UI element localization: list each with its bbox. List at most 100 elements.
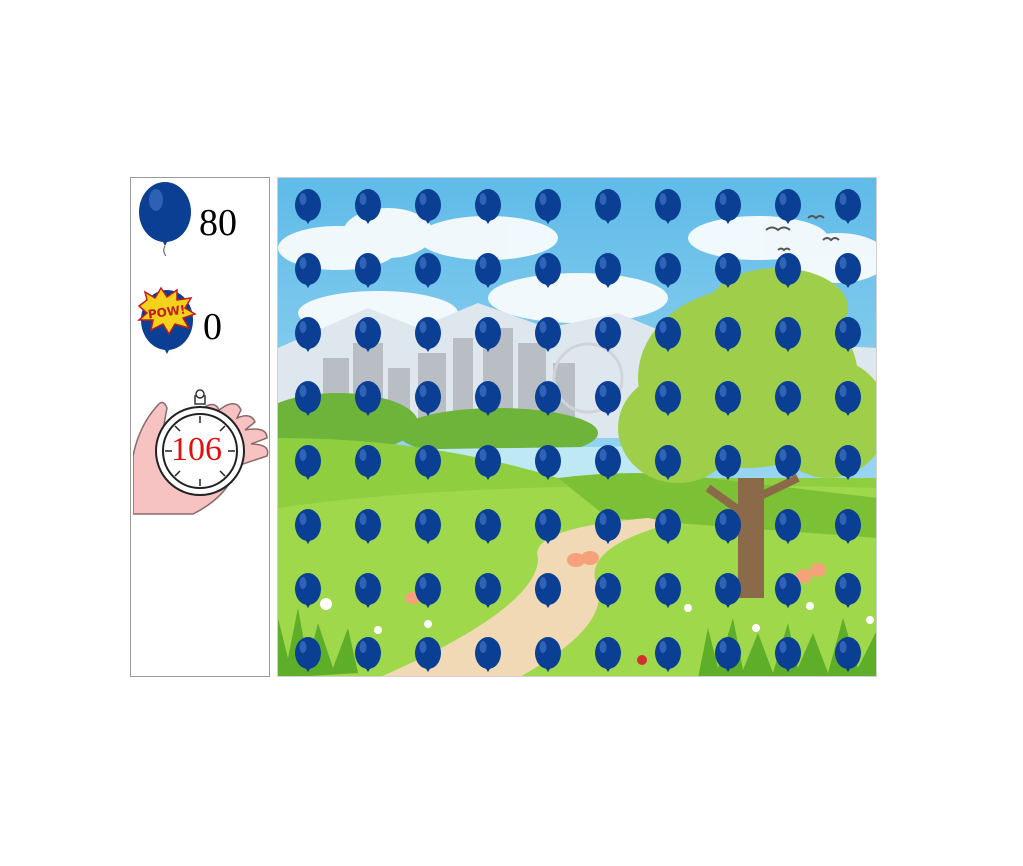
balloon-r3-c6[interactable] — [591, 316, 625, 360]
balloon-r5-c1[interactable] — [291, 444, 325, 488]
balloon-r8-c1[interactable] — [291, 636, 325, 676]
balloon-r6-c6[interactable] — [591, 508, 625, 552]
balloon-icon — [355, 189, 381, 224]
balloon-r8-c4[interactable] — [471, 636, 505, 676]
balloon-r7-c5[interactable] — [531, 572, 565, 616]
balloon-icon — [535, 189, 561, 224]
balloon-r1-c9[interactable] — [771, 188, 805, 232]
balloon-r1-c6[interactable] — [591, 188, 625, 232]
balloon-r6-c2[interactable] — [351, 508, 385, 552]
balloon-r7-c3[interactable] — [411, 572, 445, 616]
balloon-r1-c3[interactable] — [411, 188, 445, 232]
balloon-icon — [835, 381, 861, 416]
balloon-r1-c8[interactable] — [711, 188, 745, 232]
balloon-r8-c5[interactable] — [531, 636, 565, 676]
balloon-icon — [415, 189, 441, 224]
balloon-r2-c1[interactable] — [291, 252, 325, 296]
balloon-r7-c10[interactable] — [831, 572, 865, 616]
balloon-r2-c8[interactable] — [711, 252, 745, 296]
balloon-r7-c4[interactable] — [471, 572, 505, 616]
balloon-r5-c2[interactable] — [351, 444, 385, 488]
balloon-r6-c7[interactable] — [651, 508, 685, 552]
balloon-icon — [535, 509, 561, 544]
balloon-r5-c4[interactable] — [471, 444, 505, 488]
balloon-r3-c4[interactable] — [471, 316, 505, 360]
balloon-r4-c5[interactable] — [531, 380, 565, 424]
balloon-r7-c1[interactable] — [291, 572, 325, 616]
balloon-icon — [295, 317, 321, 352]
balloon-r4-c10[interactable] — [831, 380, 865, 424]
balloon-r4-c2[interactable] — [351, 380, 385, 424]
balloon-r4-c1[interactable] — [291, 380, 325, 424]
balloon-r5-c7[interactable] — [651, 444, 685, 488]
balloon-r5-c6[interactable] — [591, 444, 625, 488]
balloon-r2-c4[interactable] — [471, 252, 505, 296]
balloon-icon — [775, 509, 801, 544]
balloon-r8-c3[interactable] — [411, 636, 445, 676]
balloon-r6-c10[interactable] — [831, 508, 865, 552]
balloon-r3-c3[interactable] — [411, 316, 445, 360]
balloon-r8-c2[interactable] — [351, 636, 385, 676]
balloon-icon — [835, 573, 861, 608]
balloon-r1-c10[interactable] — [831, 188, 865, 232]
balloon-r6-c1[interactable] — [291, 508, 325, 552]
balloon-r3-c8[interactable] — [711, 316, 745, 360]
balloon-r3-c9[interactable] — [771, 316, 805, 360]
balloon-r2-c2[interactable] — [351, 252, 385, 296]
balloon-r7-c7[interactable] — [651, 572, 685, 616]
balloon-icon — [595, 317, 621, 352]
balloon-r5-c10[interactable] — [831, 444, 865, 488]
balloon-r6-c4[interactable] — [471, 508, 505, 552]
balloon-r1-c5[interactable] — [531, 188, 565, 232]
balloon-r1-c4[interactable] — [471, 188, 505, 232]
balloon-r1-c1[interactable] — [291, 188, 325, 232]
balloon-r3-c5[interactable] — [531, 316, 565, 360]
balloon-r1-c7[interactable] — [651, 188, 685, 232]
balloon-r8-c7[interactable] — [651, 636, 685, 676]
balloon-r8-c9[interactable] — [771, 636, 805, 676]
balloon-r4-c3[interactable] — [411, 380, 445, 424]
balloon-r2-c9[interactable] — [771, 252, 805, 296]
balloon-r7-c6[interactable] — [591, 572, 625, 616]
balloon-icon — [355, 509, 381, 544]
balloon-icon — [415, 637, 441, 672]
balloon-r7-c8[interactable] — [711, 572, 745, 616]
balloon-r4-c4[interactable] — [471, 380, 505, 424]
balloon-r4-c8[interactable] — [711, 380, 745, 424]
balloon-r3-c10[interactable] — [831, 316, 865, 360]
balloon-r5-c8[interactable] — [711, 444, 745, 488]
balloon-r3-c2[interactable] — [351, 316, 385, 360]
balloon-r2-c6[interactable] — [591, 252, 625, 296]
balloon-r7-c9[interactable] — [771, 572, 805, 616]
balloon-r6-c5[interactable] — [531, 508, 565, 552]
balloon-r6-c9[interactable] — [771, 508, 805, 552]
balloon-r5-c5[interactable] — [531, 444, 565, 488]
balloon-r2-c5[interactable] — [531, 252, 565, 296]
balloon-icon — [415, 317, 441, 352]
balloon-icon — [415, 253, 441, 288]
balloon-r1-c2[interactable] — [351, 188, 385, 232]
balloon-icon — [415, 445, 441, 480]
balloon-r3-c1[interactable] — [291, 316, 325, 360]
balloon-r3-c7[interactable] — [651, 316, 685, 360]
balloon-r6-c8[interactable] — [711, 508, 745, 552]
balloon-r4-c6[interactable] — [591, 380, 625, 424]
balloon-r2-c7[interactable] — [651, 252, 685, 296]
balloon-icon — [535, 445, 561, 480]
balloon-r8-c8[interactable] — [711, 636, 745, 676]
balloon-r8-c6[interactable] — [591, 636, 625, 676]
balloon-r2-c10[interactable] — [831, 252, 865, 296]
balloon-icon — [655, 637, 681, 672]
balloon-r2-c3[interactable] — [411, 252, 445, 296]
balloon-icon — [715, 317, 741, 352]
balloon-r5-c9[interactable] — [771, 444, 805, 488]
balloon-r4-c7[interactable] — [651, 380, 685, 424]
balloon-icon — [139, 182, 191, 257]
balloon-r5-c3[interactable] — [411, 444, 445, 488]
balloon-icon — [775, 445, 801, 480]
balloon-r8-c10[interactable] — [831, 636, 865, 676]
game-playfield[interactable] — [277, 177, 877, 677]
balloon-r7-c2[interactable] — [351, 572, 385, 616]
balloon-r6-c3[interactable] — [411, 508, 445, 552]
balloon-r4-c9[interactable] — [771, 380, 805, 424]
